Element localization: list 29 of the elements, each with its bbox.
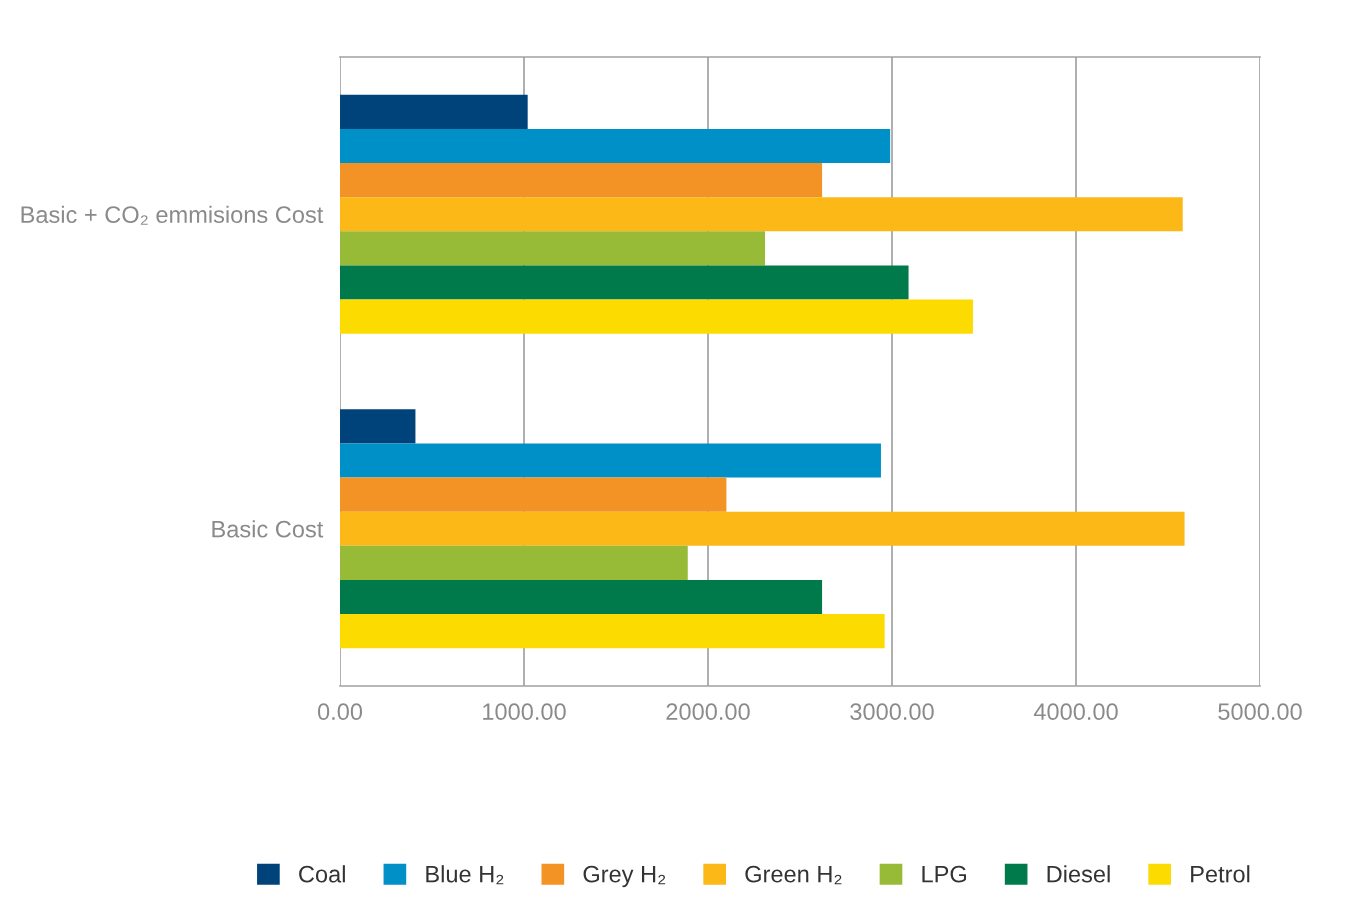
bar (340, 231, 766, 266)
bar (340, 511, 1185, 546)
legend-label: LPG (922, 865, 966, 883)
x-tick-label: 5000.00 (1218, 703, 1302, 721)
bar (340, 477, 727, 512)
x-tick-label: 0.00 (317, 703, 363, 721)
legend-label: Blue H₂ (426, 865, 504, 885)
legend-label: Grey H₂ (583, 865, 666, 888)
bar (340, 94, 528, 129)
x-tick-label: 3000.00 (850, 703, 934, 721)
x-tick-label: 1000.00 (483, 703, 566, 721)
y-tick-label: Basic Cost (212, 520, 324, 538)
legend-label: Coal (299, 865, 345, 883)
legend-label: Green H₂ (745, 865, 842, 885)
bar (340, 545, 688, 580)
bar (340, 409, 416, 444)
bar (340, 197, 1183, 232)
bar (340, 163, 823, 198)
bar (340, 579, 823, 615)
x-tick-label: 2000.00 (666, 703, 750, 721)
bar (340, 265, 909, 300)
legend-label: Petrol (1191, 865, 1250, 883)
x-tick-label: 4000.00 (1033, 703, 1118, 721)
bar (340, 614, 885, 649)
legend-label: Diesel (1047, 865, 1110, 883)
y-tick-label: Basic + CO₂ emmisions Cost (21, 205, 324, 225)
bar (340, 443, 881, 478)
bar (340, 128, 891, 164)
bar (340, 299, 973, 334)
